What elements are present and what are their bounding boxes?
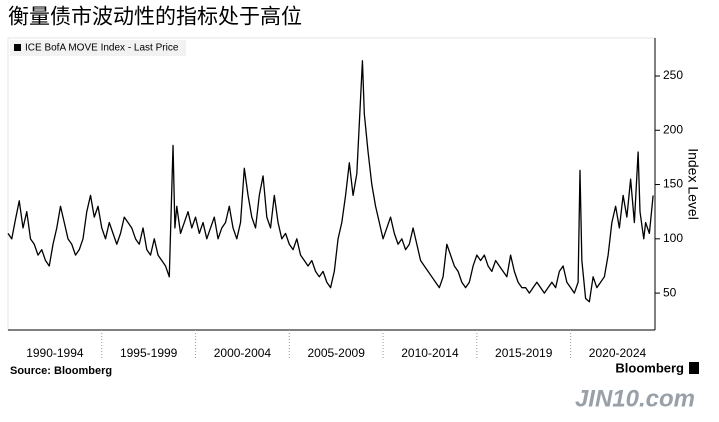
legend-swatch [14,44,21,51]
x-tick-label: 2005-2009 [307,346,365,360]
x-tick-label: 2020-2024 [589,346,647,360]
legend-box [10,40,186,56]
x-tick-label: 1990-1994 [26,346,84,360]
brand: Bloomberg [615,360,684,375]
y-tick-label: 50 [663,285,677,299]
brand-icon [689,362,699,374]
x-tick-label: 2000-2004 [214,346,272,360]
y-axis-label: Index Level [685,148,701,220]
x-tick-label: 2010-2014 [401,346,459,360]
x-tick-label: 1995-1999 [120,346,178,360]
x-tick-label: 2015-2019 [495,346,553,360]
source: Source: Bloomberg [10,365,112,377]
line-series [7,60,654,303]
y-tick-label: 150 [663,177,683,191]
chart-title: 衡量债市波动性的指标处于高位 [8,6,302,29]
y-tick-label: 200 [663,122,683,136]
watermark: JIN10.com [575,385,695,412]
y-tick-label: 100 [663,231,683,245]
legend-label: ICE BofA MOVE Index - Last Price [25,43,179,54]
y-tick-label: 250 [663,68,683,82]
